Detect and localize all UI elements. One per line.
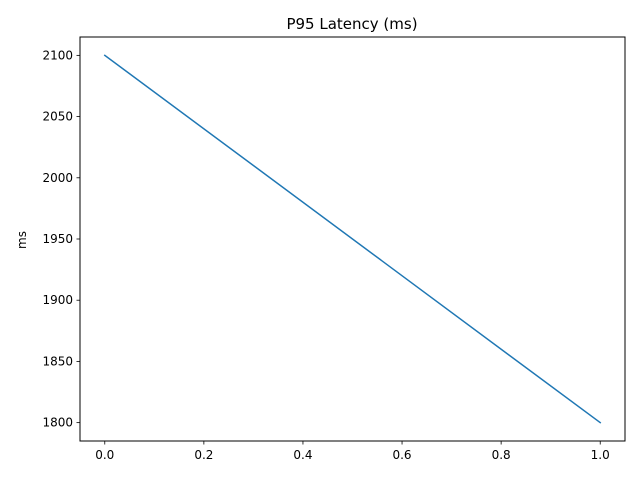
plot-area bbox=[103, 54, 602, 424]
x-tick-label: 0.0 bbox=[95, 448, 114, 462]
x-tick-label: 0.2 bbox=[194, 448, 213, 462]
y-tick-label: 1950 bbox=[42, 232, 73, 246]
x-tick-label: 0.4 bbox=[293, 448, 312, 462]
y-tick-label: 1800 bbox=[42, 416, 73, 430]
chart-title: P95 Latency (ms) bbox=[286, 15, 417, 33]
x-tick-label: 0.6 bbox=[392, 448, 411, 462]
y-axis-title: ms bbox=[15, 231, 29, 249]
series-line bbox=[103, 54, 602, 424]
x-tick-label: 1.0 bbox=[591, 448, 610, 462]
y-tick-label: 2000 bbox=[42, 171, 73, 185]
y-tick-label: 2100 bbox=[42, 48, 73, 62]
y-tick-label: 2050 bbox=[42, 110, 73, 124]
y-tick-label: 1850 bbox=[42, 354, 73, 368]
x-tick-label: 0.8 bbox=[492, 448, 511, 462]
y-tick-label: 1900 bbox=[42, 293, 73, 307]
